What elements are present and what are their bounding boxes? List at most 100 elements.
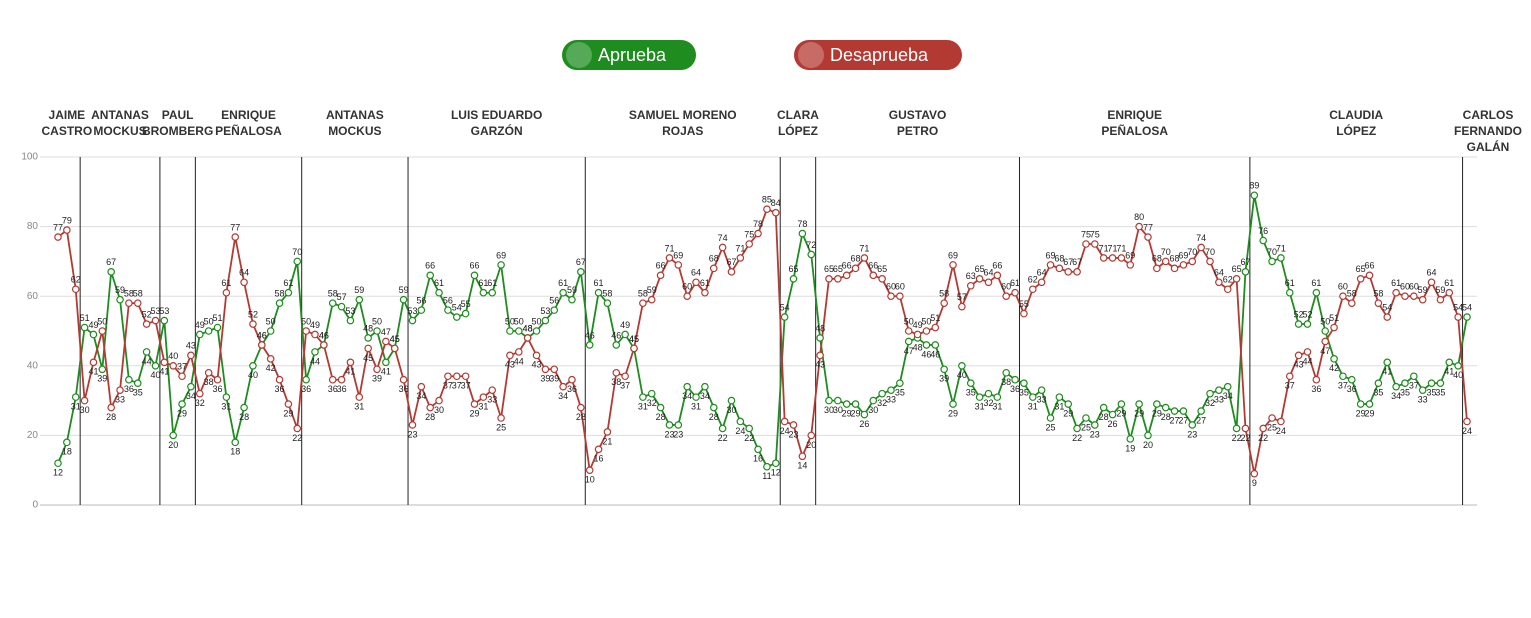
data-point [984,389,993,398]
data-label: 70 [1161,247,1171,257]
segment-name: CARLOS [1463,108,1514,122]
data-label: 33 [1037,395,1047,405]
data-label: 50 [301,316,311,326]
data-point [1259,236,1267,245]
data-point [1294,351,1303,360]
data-label: 32 [647,398,657,408]
data-label: 40 [168,351,178,361]
data-point [293,257,302,266]
data-label: 24 [735,426,745,436]
data-point [1418,386,1427,394]
data-point [1046,261,1055,269]
data-point [169,361,178,370]
data-label: 66 [469,261,479,271]
data-point [160,316,169,325]
data-point [311,348,319,356]
data-label: 41 [381,367,391,377]
data-label: 50 [1320,316,1330,326]
data-point [931,341,940,349]
data-point [452,313,461,321]
data-point [816,334,824,342]
data-point [258,341,266,349]
data-point [771,208,780,217]
data-point [1091,240,1099,248]
data-label: 37 [620,381,630,391]
data-point [1312,375,1321,384]
data-label: 35 [1373,388,1383,398]
data-label: 61 [487,278,497,288]
data-point [718,243,727,252]
data-label: 71 [664,243,674,253]
data-point [1303,320,1312,328]
data-label: 50 [97,316,107,326]
data-label: 67 [1063,257,1073,267]
legend-button [794,40,962,70]
data-point [621,372,629,381]
data-label: 46 [257,330,267,340]
data-point [993,271,1002,280]
data-point [63,226,71,234]
data-point [896,379,904,388]
data-point [1002,368,1010,377]
data-label: 22 [1232,433,1242,443]
data-point [851,264,860,273]
data-label: 59 [1418,285,1428,295]
data-label: 32 [195,398,205,408]
data-label: 22 [1240,433,1250,443]
data-label: 32 [983,398,993,408]
data-point [1055,393,1064,401]
data-point [1410,292,1418,301]
data-point [1161,257,1170,266]
data-point [1179,261,1188,269]
data-label: 50 [532,316,542,326]
data-point [249,361,257,370]
data-label: 70 [1267,247,1277,257]
data-label: 12 [53,468,63,478]
data-label: 69 [948,250,958,260]
data-label: 84 [771,198,781,208]
data-label: 75 [1081,229,1091,239]
data-point [1347,375,1356,384]
data-label: 52 [1302,309,1312,319]
data-point [125,375,133,384]
data-label: 35 [1427,388,1437,398]
data-label: 31 [1054,401,1064,411]
data-point [798,229,807,238]
data-point [187,382,195,391]
data-label: 23 [664,429,674,439]
data-point [727,268,736,276]
data-label: 40 [248,370,258,380]
data-label: 53 [150,306,160,316]
data-point [470,271,479,280]
data-label: 54 [1462,302,1472,312]
data-point [488,288,497,297]
data-point [1091,421,1099,429]
data-point [825,274,833,283]
data-point [745,424,754,433]
data-label: 60 [886,282,896,292]
data-point [497,414,505,422]
data-point [949,261,957,269]
data-point [444,372,452,381]
y-tick-label: 60 [27,291,39,302]
data-point [736,254,745,262]
data-point [585,341,594,349]
data-point [603,428,612,436]
data-label: 23 [1187,429,1197,439]
data-label: 60 [1338,282,1348,292]
data-point [461,309,470,318]
data-point [709,264,718,273]
data-label: 45 [390,334,400,344]
data-label: 35 [966,388,976,398]
segment-name: CLARA [777,108,819,122]
data-label: 50 [266,316,276,326]
data-label: 69 [1125,250,1135,260]
data-label: 41 [1382,367,1392,377]
data-point [1277,254,1285,262]
data-point [647,389,656,398]
data-label: 36 [1010,384,1020,394]
segment-name: PAUL [162,108,194,122]
data-point [1135,222,1143,231]
data-point [426,403,434,412]
data-label: 44 [310,356,320,366]
